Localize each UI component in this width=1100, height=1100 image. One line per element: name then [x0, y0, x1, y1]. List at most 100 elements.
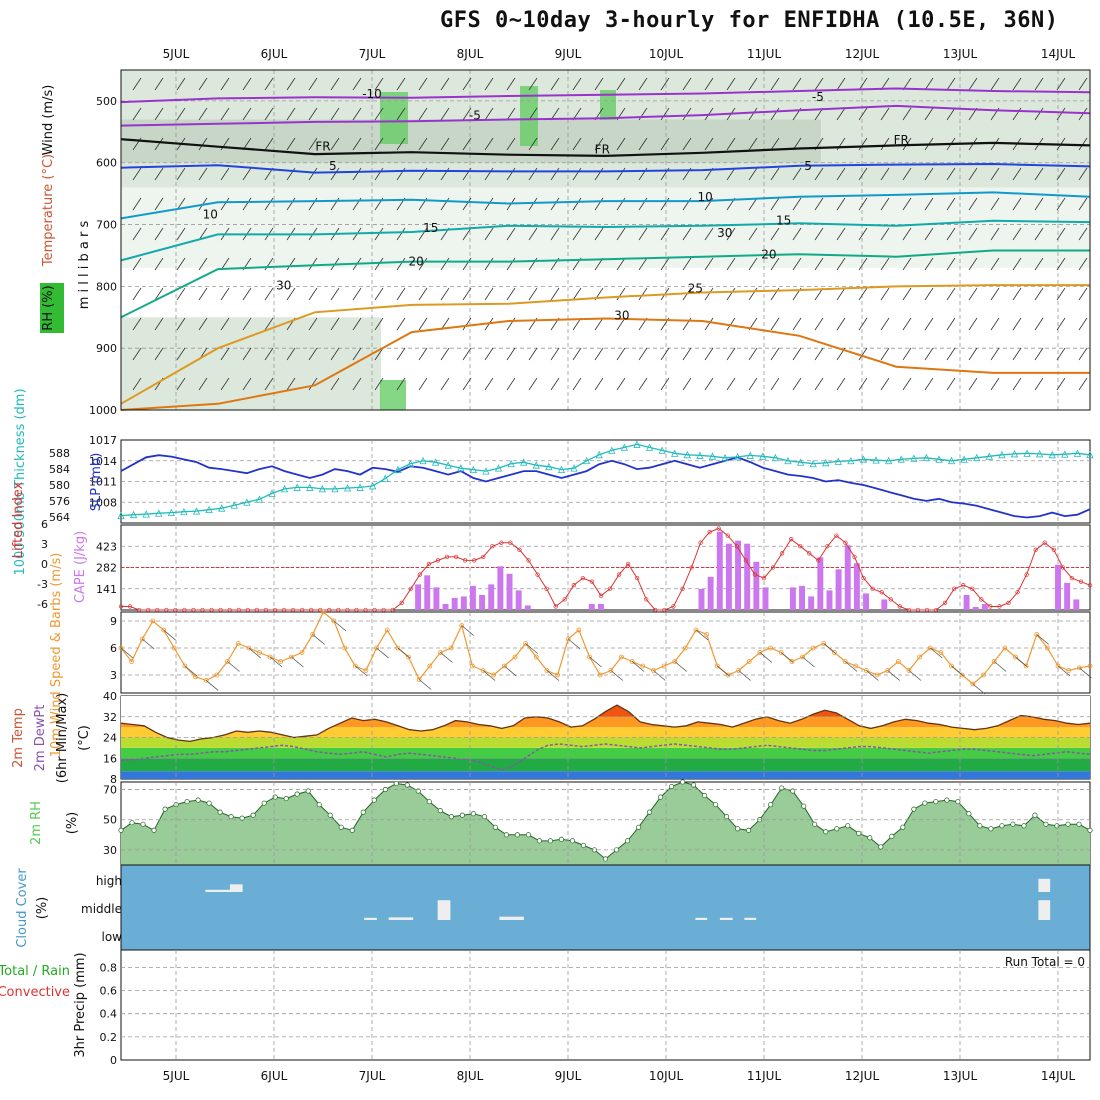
wind-barb — [951, 665, 964, 677]
wind-barb — [374, 347, 384, 361]
wind-barb — [660, 227, 670, 241]
cloud-block — [229, 884, 243, 892]
thickness-marker — [129, 510, 138, 519]
wind-barb — [572, 167, 582, 181]
wind-barb — [682, 347, 692, 361]
lifted-index-marker — [807, 551, 812, 556]
wind-barb — [1078, 347, 1088, 361]
thickness-marker — [268, 489, 276, 497]
wind-barb — [1012, 377, 1022, 391]
rh-marker — [691, 782, 697, 788]
lifted-index-marker — [644, 597, 649, 602]
wind-barb — [1078, 77, 1088, 91]
slp-line — [120, 454, 1091, 519]
wind-speed-marker — [374, 645, 379, 651]
wind-barb — [924, 227, 934, 241]
wind-speed-marker — [778, 650, 784, 655]
cloud-block — [499, 916, 524, 920]
cape-bar — [479, 594, 486, 610]
rh-marker — [1032, 812, 1038, 818]
wind-barb — [462, 197, 472, 211]
wind-barb — [1036, 634, 1050, 645]
thickness-marker — [947, 456, 956, 465]
wind-barb — [330, 167, 340, 181]
rh-marker — [327, 812, 333, 818]
thickness-marker — [1010, 450, 1019, 458]
wind-barb — [374, 257, 384, 271]
wind-barb — [352, 287, 362, 301]
wind-barb — [264, 107, 274, 121]
lifted-index-marker — [481, 554, 486, 560]
wind-barb — [572, 77, 582, 91]
cape-tick: 141 — [96, 583, 117, 596]
wind-barb — [1056, 107, 1066, 121]
wind-barb — [836, 227, 846, 241]
wind-barb — [269, 656, 283, 668]
wind-barb — [184, 665, 198, 677]
wind-speed-marker — [981, 672, 986, 678]
lifted-index-axis-label: Lifted Index — [11, 481, 26, 558]
wind-barb — [572, 287, 582, 301]
thickness-marker — [1086, 450, 1094, 459]
thickness-marker — [218, 504, 226, 512]
wind-speed-marker — [714, 663, 720, 669]
wind-barb — [330, 347, 340, 361]
lifted-index-marker — [635, 575, 640, 581]
wind-barb — [638, 347, 648, 361]
lifted-index-marker — [426, 561, 432, 567]
wind-barb — [616, 137, 626, 151]
wind-barb — [484, 227, 494, 241]
wind-barb — [286, 257, 296, 271]
wind-barb — [484, 287, 494, 301]
wind-barb — [550, 227, 560, 241]
wind-barb — [866, 670, 879, 681]
wind-barb — [704, 137, 714, 151]
wind-barb — [748, 197, 758, 211]
thickness-marker — [595, 450, 603, 459]
wind-barb — [374, 377, 384, 391]
wind-barb — [312, 634, 325, 645]
thickness-marker — [759, 452, 767, 460]
wind-barb — [902, 227, 912, 241]
wind-speed-marker — [182, 663, 188, 669]
wind-speed-marker — [406, 654, 411, 660]
wind-barb — [946, 107, 956, 121]
wind-barb — [264, 347, 274, 361]
rh-marker — [129, 820, 135, 826]
wind-barb — [330, 377, 340, 391]
wind-barb — [286, 377, 296, 391]
cloud-block — [205, 889, 235, 892]
cape-bar — [506, 573, 513, 610]
rh-marker — [911, 806, 917, 812]
wind-speed-marker — [959, 672, 965, 678]
wind-barb — [546, 670, 560, 681]
wind-barb — [726, 257, 736, 271]
wind-barb — [154, 257, 164, 271]
wind-barb — [858, 317, 868, 331]
rh-marker — [481, 814, 487, 820]
wind-barb — [836, 167, 846, 181]
cloud-layer-label: high — [96, 874, 122, 888]
rh-marker — [834, 826, 840, 832]
thickness-marker — [570, 464, 578, 472]
wind-barb — [616, 77, 626, 91]
wind-speed-marker — [704, 632, 710, 637]
wind-barb — [836, 287, 846, 301]
wind-barb — [610, 670, 624, 681]
date-label-bottom: 8JUL — [457, 1069, 484, 1083]
wind-barb — [682, 227, 692, 241]
wind-barb — [887, 670, 900, 681]
wind-barb — [836, 197, 846, 211]
lifted-index-marker — [725, 533, 730, 538]
wind-barb — [880, 257, 890, 271]
wind-barb — [902, 197, 912, 211]
lifted-index-marker — [779, 551, 785, 556]
cloud-layer-label: middle — [81, 902, 122, 916]
wind-barb — [682, 257, 692, 271]
lifted-index-marker — [888, 597, 893, 602]
wind-barb — [374, 107, 384, 121]
wind-barb — [946, 257, 956, 271]
wind-barb — [374, 167, 384, 181]
minmax-axis-label: (6hr Min/Max) — [55, 693, 70, 783]
wind-barb — [572, 227, 582, 241]
